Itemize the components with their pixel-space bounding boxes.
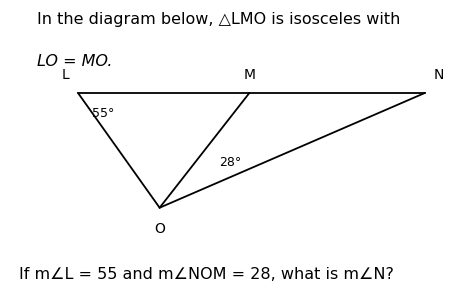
Text: LO = MO.: LO = MO. bbox=[37, 54, 113, 69]
Text: N: N bbox=[432, 68, 443, 83]
Text: 55°: 55° bbox=[92, 107, 114, 120]
Text: O: O bbox=[154, 222, 165, 236]
Text: If m∠L = 55 and m∠NOM = 28, what is m∠N?: If m∠L = 55 and m∠NOM = 28, what is m∠N? bbox=[19, 267, 393, 282]
Text: L: L bbox=[62, 68, 69, 83]
Text: M: M bbox=[243, 68, 255, 83]
Text: 28°: 28° bbox=[219, 155, 241, 169]
Text: In the diagram below, △LMO is isosceles with: In the diagram below, △LMO is isosceles … bbox=[37, 12, 400, 27]
